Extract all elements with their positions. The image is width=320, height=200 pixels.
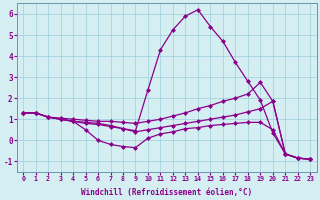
- X-axis label: Windchill (Refroidissement éolien,°C): Windchill (Refroidissement éolien,°C): [81, 188, 252, 197]
